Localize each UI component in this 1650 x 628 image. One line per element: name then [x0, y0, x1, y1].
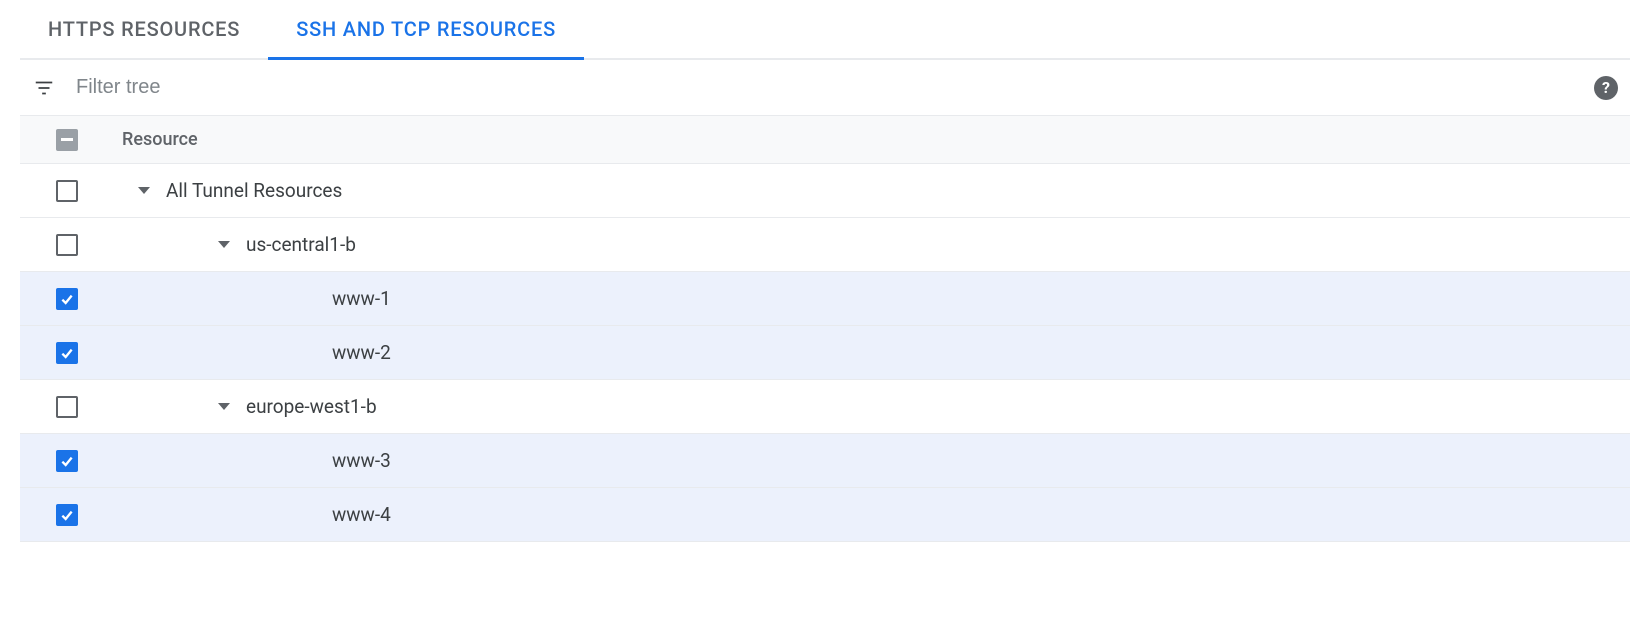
checkbox-www-3[interactable] [56, 450, 78, 472]
tab-ssh-label: SSH AND TCP RESOURCES [296, 17, 556, 41]
chevron-down-icon[interactable] [138, 187, 150, 194]
tree-row-www-2[interactable]: www-2 [20, 326, 1630, 380]
tree-label-region1: us-central1-b [246, 233, 356, 256]
checkbox-www-1[interactable] [56, 288, 78, 310]
tree-row-region-us-central1-b[interactable]: us-central1-b [20, 218, 1630, 272]
checkbox-region1[interactable] [56, 234, 78, 256]
tree-row-root[interactable]: All Tunnel Resources [20, 164, 1630, 218]
tab-ssh-tcp-resources[interactable]: SSH AND TCP RESOURCES [268, 0, 584, 58]
chevron-down-icon[interactable] [218, 403, 230, 410]
checkbox-root[interactable] [56, 180, 78, 202]
tree-row-region-europe-west1-b[interactable]: europe-west1-b [20, 380, 1630, 434]
tree-label-www-4: www-4 [332, 503, 391, 526]
help-icon[interactable]: ? [1594, 76, 1618, 100]
table-header-row: Resource [20, 116, 1630, 164]
checkbox-region2[interactable] [56, 396, 78, 418]
select-all-checkbox[interactable] [56, 129, 78, 151]
filter-bar: ? [20, 60, 1630, 116]
tab-https-resources[interactable]: HTTPS RESOURCES [20, 0, 268, 58]
tree-label-region2: europe-west1-b [246, 395, 377, 418]
checkbox-www-2[interactable] [56, 342, 78, 364]
tree-row-www-3[interactable]: www-3 [20, 434, 1630, 488]
filter-input[interactable] [76, 76, 1582, 99]
tree-label-www-2: www-2 [332, 341, 391, 364]
tree-label-root: All Tunnel Resources [166, 179, 342, 202]
checkbox-www-4[interactable] [56, 504, 78, 526]
tab-https-label: HTTPS RESOURCES [48, 17, 240, 41]
filter-icon [32, 76, 56, 100]
tree-label-www-3: www-3 [332, 449, 391, 472]
column-header-resource: Resource [122, 129, 198, 150]
tab-bar: HTTPS RESOURCES SSH AND TCP RESOURCES [20, 0, 1630, 60]
tree-row-www-1[interactable]: www-1 [20, 272, 1630, 326]
tree-label-www-1: www-1 [332, 287, 391, 310]
chevron-down-icon[interactable] [218, 241, 230, 248]
tree-row-www-4[interactable]: www-4 [20, 488, 1630, 542]
